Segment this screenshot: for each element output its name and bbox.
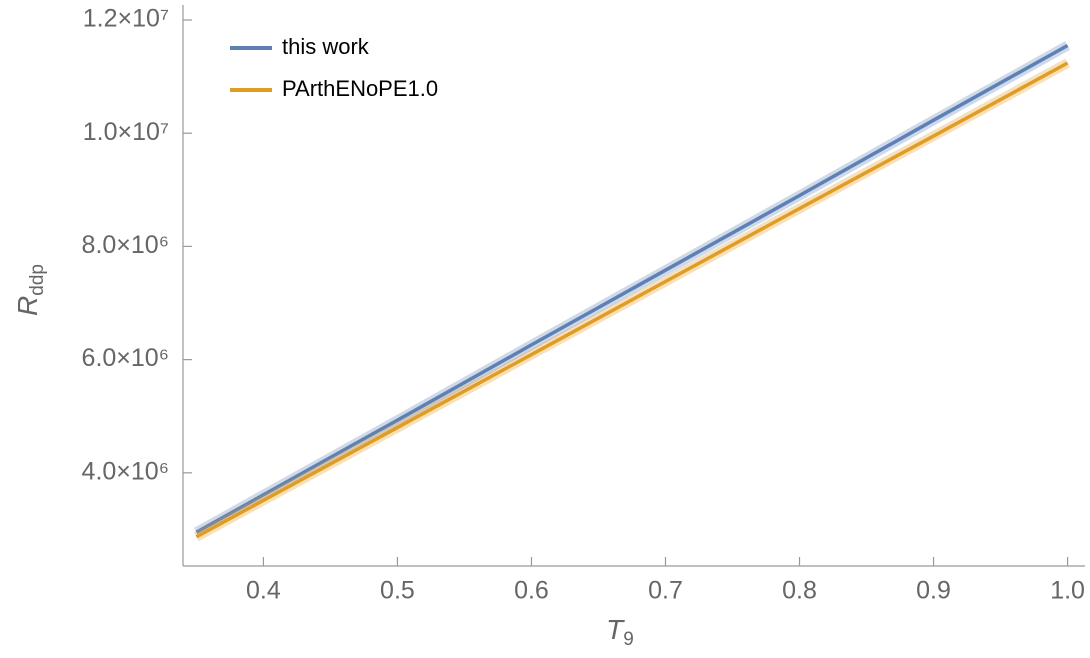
y-label-main: R [12, 296, 43, 316]
x-tick-label: 0.6 [514, 577, 549, 605]
x-tick-label: 0.7 [648, 577, 683, 605]
x-label-main: T [606, 614, 625, 645]
x-label-sub: 9 [623, 629, 634, 650]
x-tick-label: 1.0 [1050, 577, 1085, 605]
y-tick-label: 8.0×10⁶ [82, 231, 169, 259]
y-axis-label: Rddp [12, 264, 48, 316]
x-tick-label: 0.9 [916, 577, 951, 605]
y-tick-label: 4.0×10⁶ [82, 457, 169, 485]
x-tick-label: 0.4 [246, 577, 281, 605]
x-tick-label: 0.8 [782, 577, 817, 605]
legend-label: this work [282, 34, 370, 59]
x-tick-label: 0.5 [380, 577, 415, 605]
y-tick-label: 1.0×10⁷ [83, 118, 169, 146]
y-label-sub: ddp [27, 264, 48, 296]
series-line [195, 61, 1069, 539]
y-tick-label: 1.2×10⁷ [83, 5, 169, 33]
legend-label: PArthENoPE1.0 [282, 76, 438, 101]
x-axis-label: T9 [606, 614, 634, 650]
series-line [195, 43, 1069, 534]
y-tick-label: 6.0×10⁶ [82, 344, 169, 372]
